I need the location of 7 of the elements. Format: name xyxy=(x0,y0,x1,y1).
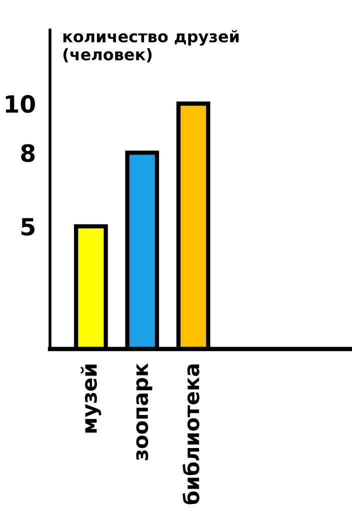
y-tick-label: 8 xyxy=(21,144,35,162)
x-tick-label: музей xyxy=(80,364,102,433)
y-axis-title: количество друзей (человек) xyxy=(63,30,239,62)
y-tick-label: 5 xyxy=(22,218,34,236)
y-tick-label: 10 xyxy=(6,95,35,113)
x-tick-label: библиотека xyxy=(182,364,200,504)
x-tick-label: зоопарк xyxy=(136,363,152,460)
